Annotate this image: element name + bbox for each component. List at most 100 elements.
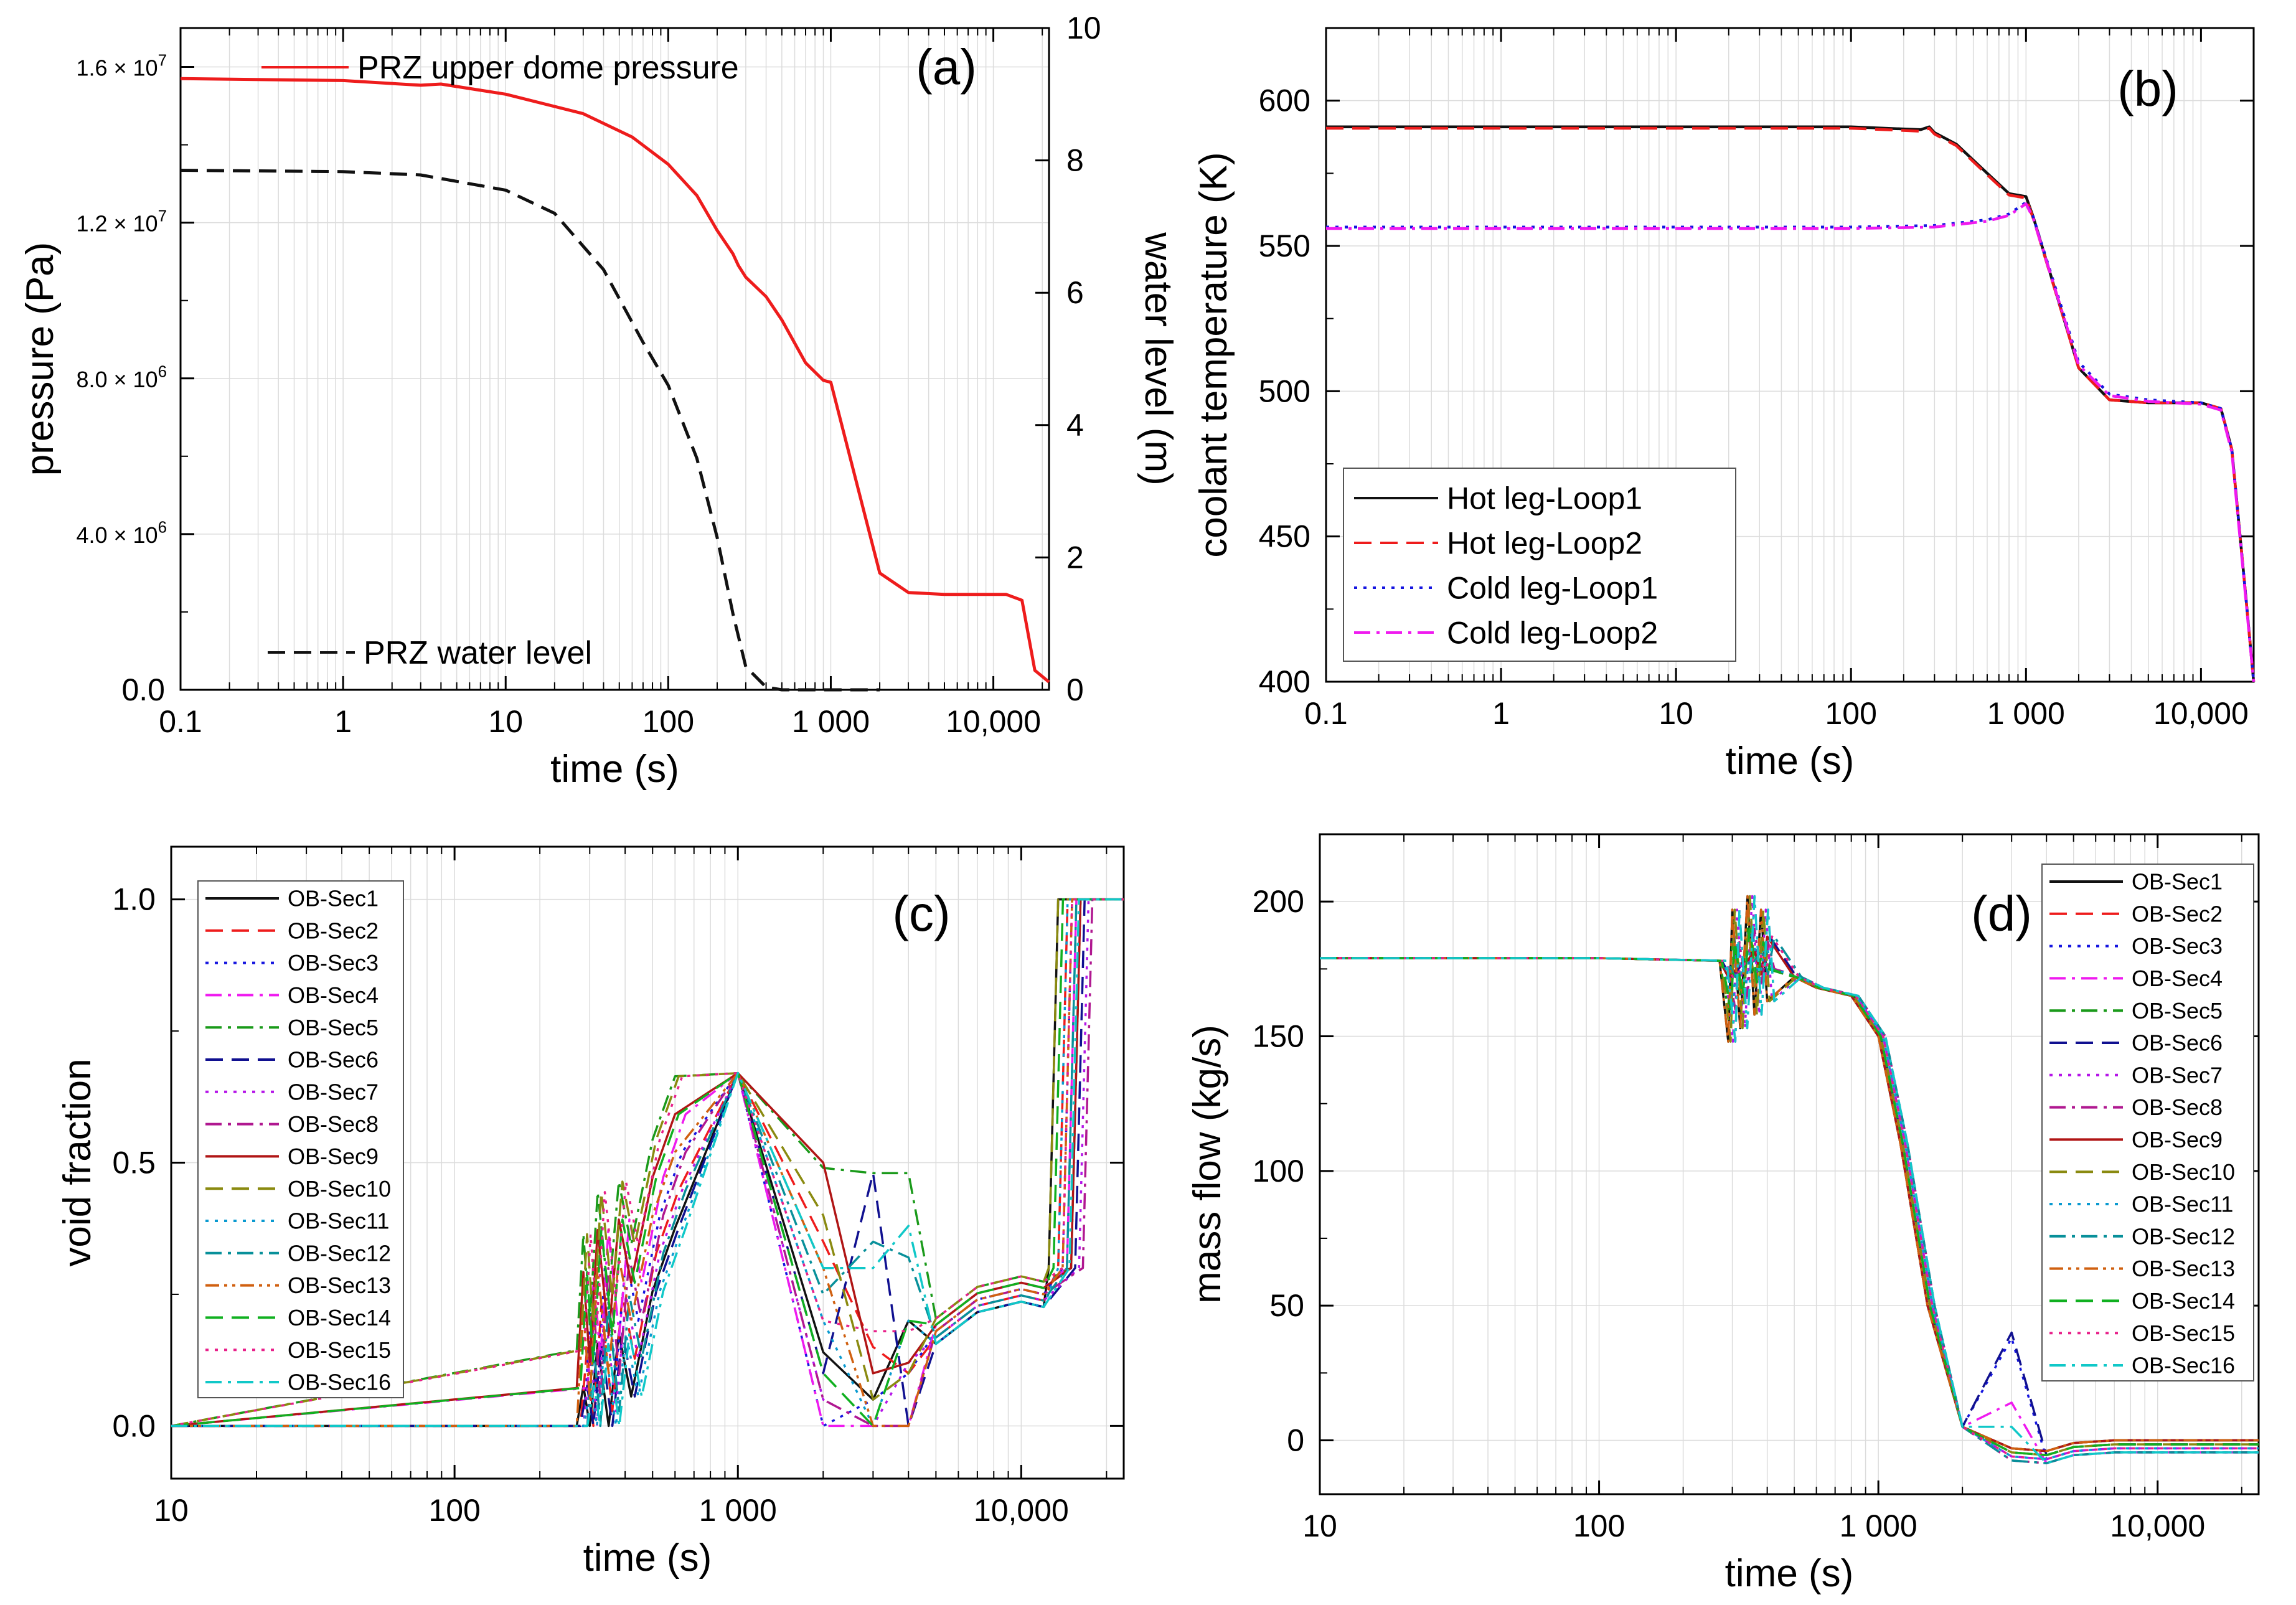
y-tick-label: 4.0 × 106 [76, 519, 167, 548]
legend-label: OB-Sec2 [2132, 901, 2223, 926]
legend-label: OB-Sec12 [2132, 1223, 2235, 1249]
legend-label: OB-Sec13 [2132, 1256, 2235, 1281]
legend-label: OB-Sec9 [2132, 1127, 2223, 1152]
y2-tick-label: 0 [1066, 672, 1084, 707]
panel-b: 0.1 1 10 100 1 000 10,000 400 450 500 550 600 time … [1192, 27, 2256, 783]
legend-label: OB-Sec1 [288, 886, 379, 911]
panel-label: (b) [2117, 61, 2178, 116]
x-tick-label: 1 000 [792, 704, 870, 739]
legend-label: OB-Sec10 [288, 1176, 391, 1202]
legend-label: OB-Sec16 [2132, 1353, 2235, 1378]
y-tick-label: 1.2 × 107 [76, 207, 167, 236]
legend: Hot leg-Loop1 Hot leg-Loop2 Cold leg-Loop1… [1343, 468, 1736, 662]
legend-label: OB-Sec16 [288, 1370, 391, 1395]
legend-label: Cold leg-Loop2 [1447, 616, 1658, 651]
y2-tick-label: 10 [1066, 11, 1101, 45]
y-axis-label: pressure (Pa) [19, 242, 62, 476]
series-line [171, 898, 1124, 1428]
y-axis-label: mass flow (kg/s) [1186, 1025, 1229, 1304]
legend-label: OB-Sec15 [288, 1337, 391, 1363]
legend-label: OB-Sec8 [288, 1111, 379, 1137]
x-tick-label: 10 [1302, 1509, 1337, 1543]
x-tick-label: 10,000 [2110, 1509, 2205, 1543]
x-tick-label: 10 [154, 1493, 189, 1528]
x-tick-label: 1 000 [1987, 696, 2065, 731]
y-tick-label: 0.0 [121, 672, 165, 707]
legend-label: Cold leg-Loop1 [1447, 571, 1658, 606]
y-tick-label: 0.0 [112, 1408, 156, 1443]
y2-tick-label: 2 [1066, 540, 1084, 575]
series-line [171, 898, 1124, 1428]
y-tick-label: 0.5 [112, 1146, 156, 1180]
y2-tick-label: 6 [1066, 275, 1084, 310]
x-axis-label: time (s) [583, 1537, 712, 1579]
x-tick-label: 1 [1492, 696, 1510, 731]
y-tick-label: 50 [1269, 1288, 1304, 1323]
legend-label: OB-Sec4 [288, 982, 379, 1008]
legend-label: OB-Sec3 [288, 950, 379, 976]
y2-axis-label: water level (m) [1137, 232, 1180, 486]
series-line [1320, 895, 2259, 1464]
x-tick-label: 0.1 [1304, 696, 1348, 731]
x-tick-label: 100 [1825, 696, 1877, 731]
panel-label: (c) [892, 886, 950, 941]
legend-label: OB-Sec8 [2132, 1094, 2223, 1120]
legend-label: OB-Sec5 [288, 1015, 379, 1040]
y-tick-label: 1.6 × 107 [76, 52, 167, 80]
legend-label: OB-Sec12 [288, 1240, 391, 1266]
series-line [180, 77, 1050, 684]
y-tick-label: 400 [1259, 664, 1310, 699]
y-axis-label: void fraction [56, 1058, 99, 1266]
x-tick-label: 10,000 [974, 1493, 1069, 1528]
x-tick-label: 10 [488, 704, 523, 739]
series-line [180, 169, 880, 692]
plot-frame [1325, 27, 2255, 683]
x-tick-label: 10 [1658, 696, 1693, 731]
y2-tick-label: 8 [1066, 143, 1084, 178]
x-tick-label: 100 [642, 704, 694, 739]
legend-box [2041, 864, 2254, 1381]
legend-label: OB-Sec7 [288, 1079, 379, 1104]
legend-label: OB-Sec15 [2132, 1320, 2235, 1346]
x-tick-label: 1 000 [1840, 1509, 1917, 1543]
series-line [1320, 927, 2259, 1457]
legend-label: PRZ upper dome pressure [357, 50, 739, 86]
x-tick-label: 1 000 [699, 1493, 777, 1528]
y2-tick-label: 4 [1066, 408, 1084, 443]
legend-label: OB-Sec13 [288, 1273, 391, 1298]
legend-label: OB-Sec4 [2132, 966, 2223, 991]
y-tick-label: 150 [1253, 1019, 1304, 1053]
x-tick-label: 10,000 [946, 704, 1041, 739]
y-tick-label: 500 [1259, 374, 1310, 408]
series-line [1326, 202, 2256, 682]
legend-label: OB-Sec11 [288, 1208, 389, 1234]
y-tick-label: 600 [1259, 83, 1310, 118]
legend-box [1343, 468, 1736, 662]
legend: OB-Sec1 OB-Sec2 OB-Sec3 OB-Sec4 OB-Sec5 OB-Se… [197, 880, 404, 1398]
series-line [171, 898, 1124, 1428]
panel-label: (d) [1971, 886, 2032, 941]
legend-label: OB-Sec1 [2132, 869, 2223, 895]
legend-label: OB-Sec6 [288, 1047, 379, 1073]
legend-label: Hot leg-Loop2 [1447, 526, 1642, 561]
series-line [171, 898, 1124, 1428]
x-tick-label: 100 [428, 1493, 480, 1528]
legend-label: OB-Sec7 [2132, 1062, 2223, 1088]
legend-label: OB-Sec2 [288, 918, 379, 943]
legend-label: OB-Sec6 [2132, 1030, 2223, 1056]
legend-label: OB-Sec14 [2132, 1288, 2235, 1314]
y-tick-label: 0 [1287, 1423, 1304, 1457]
panel-d: 10 100 1 000 10,000 0 50 100 150 200 time (s) mass… [1186, 833, 2260, 1595]
x-tick-label: 10,000 [2153, 696, 2249, 731]
x-axis-label: time (s) [1726, 740, 1855, 783]
y-tick-label: 550 [1259, 228, 1310, 263]
y-tick-label: 8.0 × 106 [76, 364, 167, 392]
legend-label: PRZ water level [364, 635, 592, 671]
legend-label: OB-Sec10 [2132, 1159, 2235, 1185]
y-tick-label: 1.0 [112, 882, 156, 917]
legend-label: OB-Sec3 [2132, 933, 2223, 959]
panel-label: (a) [916, 39, 977, 95]
legend-label: OB-Sec14 [288, 1305, 391, 1330]
